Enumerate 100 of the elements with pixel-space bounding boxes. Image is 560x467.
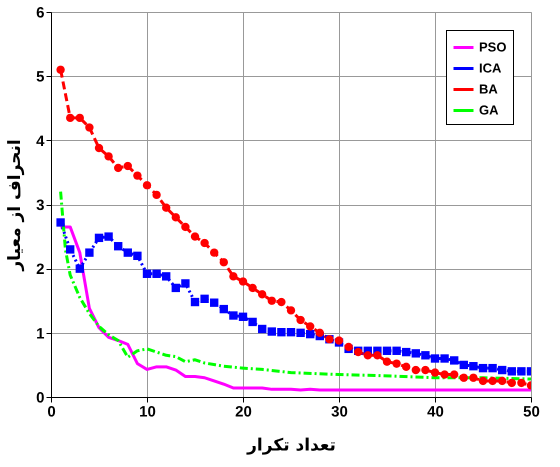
point [460, 360, 468, 370]
point [508, 367, 516, 376]
point [172, 213, 180, 222]
point [306, 322, 314, 331]
point [152, 270, 161, 278]
x-tick-label: 30 [331, 404, 348, 420]
point [220, 304, 228, 314]
point [94, 234, 104, 242]
point [248, 284, 257, 292]
point [277, 298, 286, 306]
point [190, 232, 200, 241]
y-tick-label: 2 [36, 261, 44, 278]
point [364, 351, 372, 360]
y-tick-label: 0 [36, 390, 44, 406]
point [190, 298, 200, 306]
point [268, 327, 276, 336]
x-axis-title: تعداد تکرار [246, 436, 336, 456]
point [133, 252, 142, 260]
x-tick-label: 40 [427, 404, 444, 420]
point [142, 181, 152, 190]
point [114, 164, 122, 172]
point [76, 114, 84, 122]
point [94, 144, 104, 152]
point [316, 328, 324, 338]
point [450, 356, 458, 365]
y-tick-label: 1 [36, 325, 44, 342]
point [238, 312, 248, 321]
y-tick-label: 3 [36, 197, 44, 214]
point [296, 316, 305, 324]
point [152, 190, 161, 200]
point [469, 374, 478, 382]
point [162, 272, 170, 281]
legend-label: ICA [479, 60, 502, 76]
point [421, 366, 430, 374]
point [142, 270, 152, 278]
point [85, 123, 94, 132]
point [200, 238, 209, 248]
point [268, 296, 276, 305]
point [517, 378, 526, 388]
point [306, 330, 314, 338]
point [200, 294, 209, 304]
point [104, 232, 113, 241]
point [382, 346, 392, 355]
point [258, 324, 266, 334]
point [296, 328, 305, 338]
x-tick-label: 0 [47, 404, 56, 420]
point [66, 114, 74, 122]
point [66, 245, 74, 254]
point [488, 364, 497, 372]
point [460, 374, 468, 382]
point [478, 376, 488, 386]
point [488, 376, 497, 386]
x-tick-label: 50 [523, 404, 540, 420]
point [382, 358, 392, 366]
point [373, 351, 382, 360]
point [181, 222, 190, 232]
point [392, 359, 401, 368]
point [220, 258, 228, 266]
point [56, 218, 65, 227]
point [440, 370, 449, 379]
point [181, 279, 190, 288]
point [238, 277, 248, 286]
point [85, 248, 94, 257]
point [440, 354, 449, 363]
point [56, 66, 65, 74]
point [412, 366, 420, 374]
point [412, 349, 420, 358]
y-tick-label: 4 [36, 132, 46, 150]
x-tick-label: 20 [235, 404, 252, 420]
point [162, 204, 170, 212]
point [133, 171, 142, 180]
point [229, 272, 238, 281]
point [430, 368, 440, 377]
point [210, 298, 218, 307]
point [277, 328, 286, 336]
y-tick-label: 6 [36, 4, 44, 22]
y-tick-label: 5 [36, 68, 44, 86]
point [450, 370, 458, 379]
point [402, 362, 410, 372]
point [229, 311, 238, 320]
point [478, 364, 488, 372]
legend-label: PSO [479, 40, 506, 54]
point [210, 248, 218, 257]
y-axis-title: انحراف از معیار [5, 139, 26, 272]
point [258, 290, 266, 299]
point [172, 284, 180, 292]
legend-label: BA [479, 82, 498, 96]
point [469, 362, 478, 370]
point [430, 354, 440, 363]
point [124, 162, 132, 170]
point [498, 366, 506, 374]
point [392, 346, 401, 355]
point [124, 248, 132, 257]
point [498, 376, 506, 386]
point [421, 351, 430, 360]
x-tick-label: 10 [139, 404, 156, 420]
point [402, 348, 410, 356]
point [248, 318, 257, 326]
point [114, 242, 122, 250]
point [104, 152, 113, 161]
